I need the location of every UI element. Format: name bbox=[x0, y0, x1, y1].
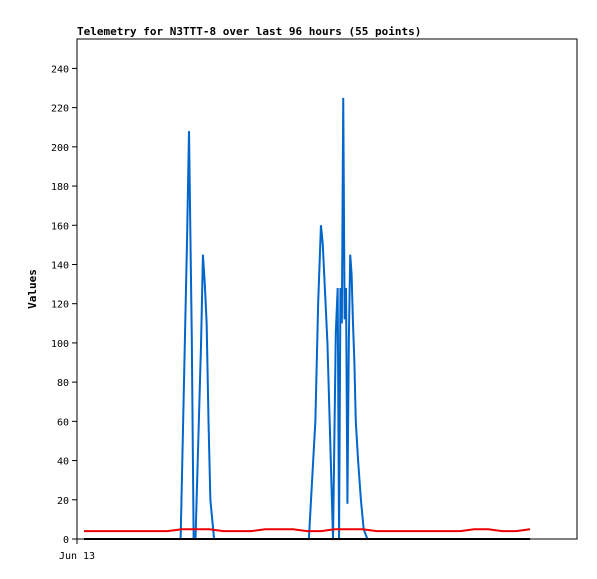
y-tick-label: 100 bbox=[51, 339, 69, 350]
y-tick-label: 80 bbox=[57, 378, 69, 389]
x-axis-ticks: Jun 13 bbox=[59, 539, 95, 562]
y-axis-ticks: 0 20 40 60 80 100 120 140 160 180 200 220 240 bbox=[51, 64, 77, 546]
y-tick-label: 200 bbox=[51, 143, 69, 154]
y-tick-label: 20 bbox=[57, 496, 69, 507]
y-axis-label: Values bbox=[26, 269, 39, 309]
y-tick-label: 120 bbox=[51, 300, 69, 311]
series-line-2 bbox=[84, 528, 531, 533]
chart-title: Telemetry for N3TTT-8 over last 96 hours… bbox=[77, 25, 421, 38]
y-tick-label: 40 bbox=[57, 457, 69, 468]
y-tick-label: 60 bbox=[57, 417, 69, 428]
y-tick-label: 140 bbox=[51, 260, 69, 271]
series-layer bbox=[84, 97, 531, 540]
series-line-0 bbox=[84, 97, 530, 540]
y-tick-label: 160 bbox=[51, 221, 69, 232]
y-tick-label: 220 bbox=[51, 104, 69, 115]
x-tick-label: Jun 13 bbox=[59, 551, 95, 562]
y-tick-label: 0 bbox=[63, 535, 69, 546]
y-tick-label: 240 bbox=[51, 64, 69, 75]
y-tick-label: 180 bbox=[51, 182, 69, 193]
